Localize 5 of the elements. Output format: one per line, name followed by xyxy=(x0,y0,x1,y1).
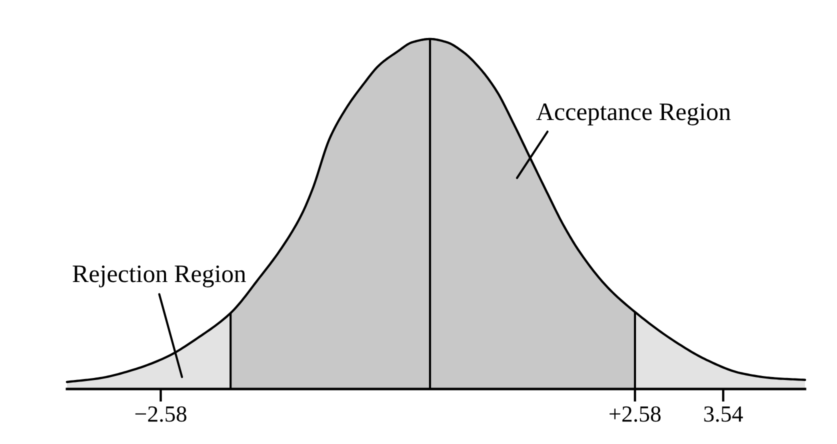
x-tick-label: +2.58 xyxy=(610,406,661,422)
annotation: Acceptance Region xyxy=(536,103,731,126)
annotation: Rejection Region xyxy=(72,265,246,288)
x-tick-label: −2.58 xyxy=(135,406,186,422)
x-tick-label: 3.54 xyxy=(704,406,743,422)
